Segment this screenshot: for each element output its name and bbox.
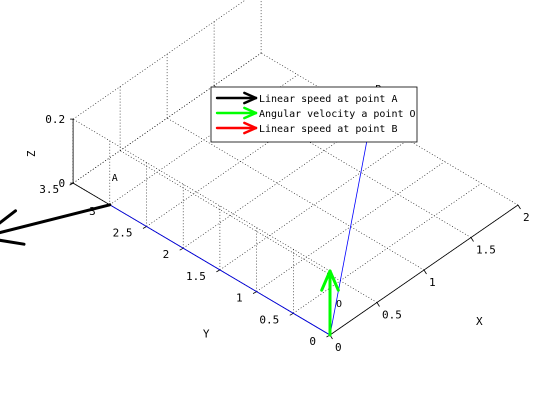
arrow-series-2-head: [320, 269, 332, 292]
grid-line: [146, 96, 335, 227]
legend-entry-1: Linear speed at point A: [259, 94, 397, 105]
y-tick-mark: [142, 226, 147, 229]
grid-line: [72, 0, 246, 120]
x-tick-label: 2: [523, 211, 530, 224]
y-tick-label: 1: [236, 292, 243, 305]
x-tick-label: 0: [335, 341, 342, 354]
segment-O-B: [329, 118, 372, 336]
point-label-A: A: [112, 173, 118, 184]
legend-swatch-3: [215, 121, 258, 135]
arrow-series-2: [320, 269, 340, 337]
x-tick-mark: [517, 204, 521, 210]
legend-swatch-1: [215, 91, 258, 105]
legend-swatch-1-head: [243, 91, 258, 100]
y-tick-label: 3.5: [39, 183, 59, 196]
grid-line: [72, 52, 262, 184]
x-tick-mark: [423, 269, 427, 275]
x-tick-mark: [470, 237, 474, 242]
grid-line: [119, 150, 378, 303]
x-tick-label: 1: [429, 276, 436, 289]
legend-swatch-3-head: [243, 126, 258, 135]
legend-swatch-2-head: [243, 106, 258, 115]
y-tick-label: 0: [309, 335, 316, 348]
z-axis-label: Z: [25, 150, 38, 157]
y-tick-mark: [179, 247, 184, 251]
velocity-arrows: [0, 112, 373, 337]
y-tick-label: 2.5: [113, 227, 133, 240]
legend-swatch-1-head: [243, 96, 258, 105]
x-axis-label: X: [476, 315, 483, 328]
legend-entry-3: Linear speed at point B: [259, 124, 397, 135]
y-tick-label: 1.5: [186, 270, 206, 283]
segment-O-A: [109, 204, 331, 336]
y-tick-mark: [216, 269, 221, 273]
z-tick-label: 0: [58, 177, 65, 190]
arrow-series-1-shaft: [0, 203, 112, 235]
position-segments: [109, 118, 372, 336]
y-tick-label: 0.5: [259, 313, 279, 326]
grid-lines: [72, 0, 519, 336]
z-tick-label: 0.2: [45, 113, 65, 126]
x-tick-label: 0.5: [382, 309, 402, 322]
legend-swatch-2: [215, 106, 258, 120]
arrow-series-2-head: [328, 269, 340, 292]
grid-line: [109, 74, 298, 206]
y-tick-label: 2: [163, 248, 170, 261]
legend-swatch-3-head: [243, 121, 258, 130]
grid-line: [183, 117, 372, 249]
arrow-series-1-head: [0, 238, 26, 246]
point-label-O: O: [336, 299, 342, 310]
arrow-series-1: [0, 203, 112, 246]
legend-swatch-2-head: [243, 111, 258, 120]
x-tick-label: 1.5: [476, 244, 496, 257]
y-tick-label: 3: [89, 205, 96, 218]
legend: Linear speed at point A Angular velocity …: [210, 86, 418, 143]
y-axis-label: Y: [203, 327, 210, 340]
grid-line: [219, 139, 409, 271]
y-tick-mark: [289, 312, 294, 316]
arrow-series-1-head: [0, 209, 17, 225]
axes: [69, 118, 521, 340]
x-tick-mark: [376, 302, 380, 307]
legend-entry-2: Angular velocity a point O: [259, 109, 416, 120]
grid-line: [293, 183, 482, 314]
y-tick-mark: [252, 291, 257, 294]
